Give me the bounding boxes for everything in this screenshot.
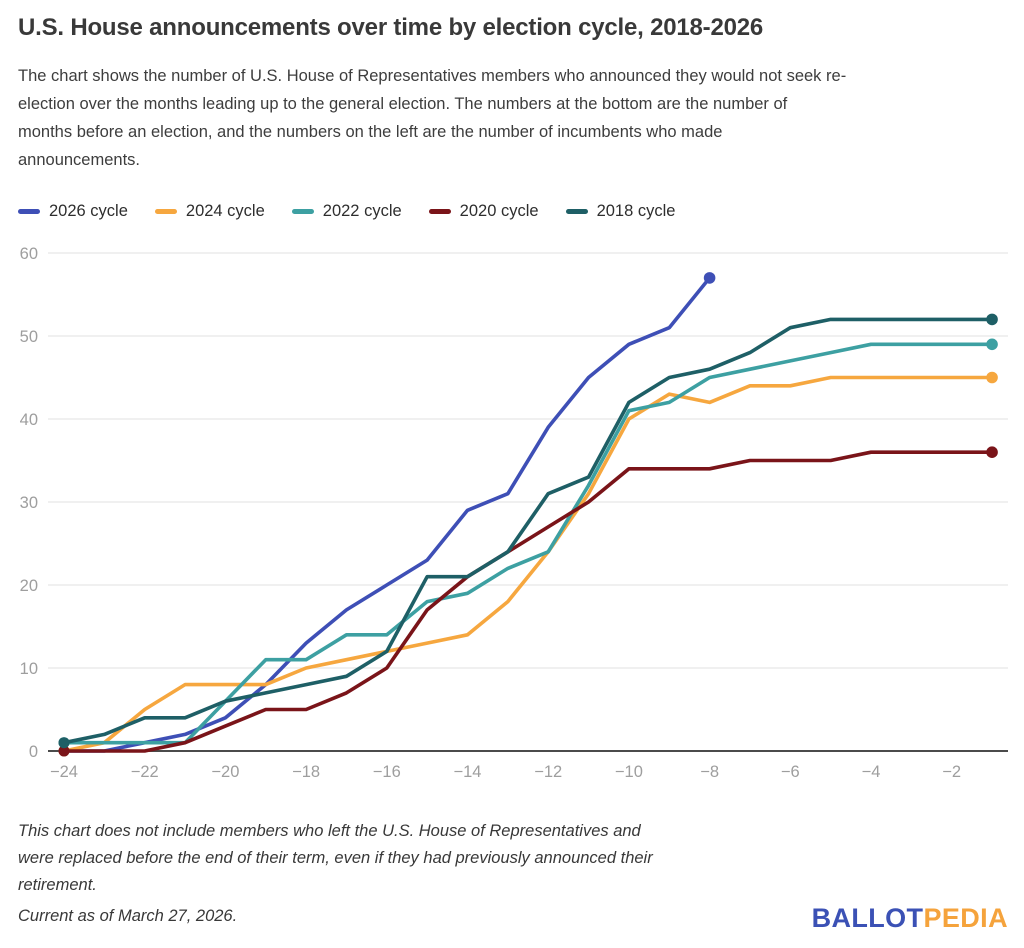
legend-swatch	[428, 209, 451, 214]
chart-footnote: This chart does not include members who …	[18, 822, 653, 894]
x-tick-label: −24	[50, 763, 78, 781]
series-start-dot-2020	[58, 745, 70, 757]
legend-item-2024: 2024 cycle	[154, 202, 265, 221]
y-tick-label: 40	[20, 411, 38, 429]
logo-ballot: BALLOT	[811, 903, 924, 933]
chart-description: The chart shows the number of U.S. House…	[18, 67, 847, 169]
series-line-2020	[62, 450, 994, 753]
series-end-dot-2020	[986, 446, 998, 458]
x-tick-label: −6	[781, 763, 800, 781]
series-end-dot-2018	[986, 313, 998, 326]
legend-label: 2018 cycle	[596, 202, 676, 220]
x-tick-label: −18	[292, 763, 320, 781]
series-start-dot-2018	[58, 737, 70, 749]
x-tick-label: −8	[700, 763, 719, 781]
y-tick-label: 0	[29, 743, 38, 761]
legend-item-2026: 2026 cycle	[18, 202, 128, 221]
y-tick-label: 10	[20, 660, 38, 678]
legend-item-2018: 2018 cycle	[565, 202, 676, 221]
series-line-2026	[62, 276, 712, 753]
x-tick-label: −20	[211, 763, 239, 781]
legend-swatch	[291, 209, 314, 214]
legend-item-2020: 2020 cycle	[428, 202, 539, 221]
legend-label: 2020 cycle	[459, 202, 539, 220]
y-tick-label: 60	[20, 245, 38, 263]
legend-swatch	[565, 209, 588, 214]
legend-swatch	[154, 209, 177, 214]
x-tick-label: −12	[534, 763, 562, 781]
legend-label: 2024 cycle	[185, 202, 265, 220]
line-chart: 0 10 20 30 40 50 60 −24 −22 −20 −18 −16 −14 −12 −10 −8 −…	[20, 245, 1008, 781]
series-end-dot-2022	[986, 338, 998, 351]
y-tick-label: 50	[20, 328, 38, 346]
x-tick-label: −10	[615, 763, 643, 781]
legend-label: 2022 cycle	[322, 202, 402, 220]
series-end-dot-2026	[703, 272, 716, 284]
x-tick-label: −4	[862, 763, 881, 781]
series-line-2022	[62, 342, 994, 745]
legend-label: 2026 cycle	[49, 202, 128, 220]
series-end-dot-2024	[986, 371, 998, 384]
x-tick-label: −2	[942, 763, 961, 781]
legend-swatch	[18, 209, 40, 214]
x-tick-label: −16	[373, 763, 401, 781]
series-line-2018	[62, 317, 994, 745]
current-as-of: Current as of March 27, 2026.	[18, 907, 238, 925]
chart-legend: 2026 cycle 2024 cycle 2022 cycle 2020 cycle…	[18, 202, 675, 221]
page-title: U.S. House announcements over time by el…	[18, 14, 764, 41]
y-tick-label: 20	[20, 577, 38, 595]
logo-pedia: PEDIA	[923, 903, 1008, 933]
legend-item-2022: 2022 cycle	[291, 202, 402, 221]
series-line-2024	[62, 375, 994, 753]
x-tick-label: −22	[131, 763, 159, 781]
x-tick-label: −14	[454, 763, 482, 781]
ballotpedia-logo: BALLOTPEDIA	[812, 903, 1008, 934]
y-tick-label: 30	[20, 494, 38, 512]
